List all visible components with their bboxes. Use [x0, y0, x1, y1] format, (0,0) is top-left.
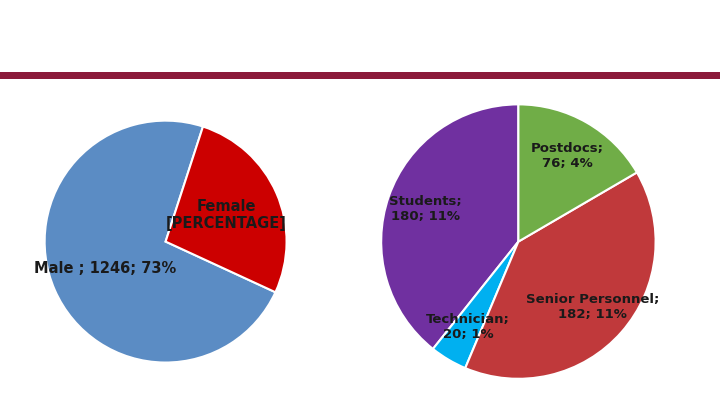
Text: 2018 Gender Diversity of MagLab Users: 2018 Gender Diversity of MagLab Users: [32, 21, 562, 45]
Wedge shape: [166, 126, 287, 292]
Wedge shape: [381, 104, 518, 349]
Text: Technician;
20; 1%: Technician; 20; 1%: [426, 313, 510, 341]
Wedge shape: [45, 121, 276, 362]
Text: Female
[PERCENTAGE]: Female [PERCENTAGE]: [166, 199, 287, 231]
FancyBboxPatch shape: [0, 72, 720, 79]
Text: Senior Personnel;
182; 11%: Senior Personnel; 182; 11%: [526, 293, 660, 321]
Wedge shape: [518, 104, 637, 241]
Wedge shape: [465, 173, 656, 379]
Text: Postdocs;
76; 4%: Postdocs; 76; 4%: [531, 142, 604, 170]
Text: Students;
180; 11%: Students; 180; 11%: [389, 195, 462, 223]
Wedge shape: [433, 241, 518, 368]
Text: Male ; 1246; 73%: Male ; 1246; 73%: [34, 261, 176, 276]
